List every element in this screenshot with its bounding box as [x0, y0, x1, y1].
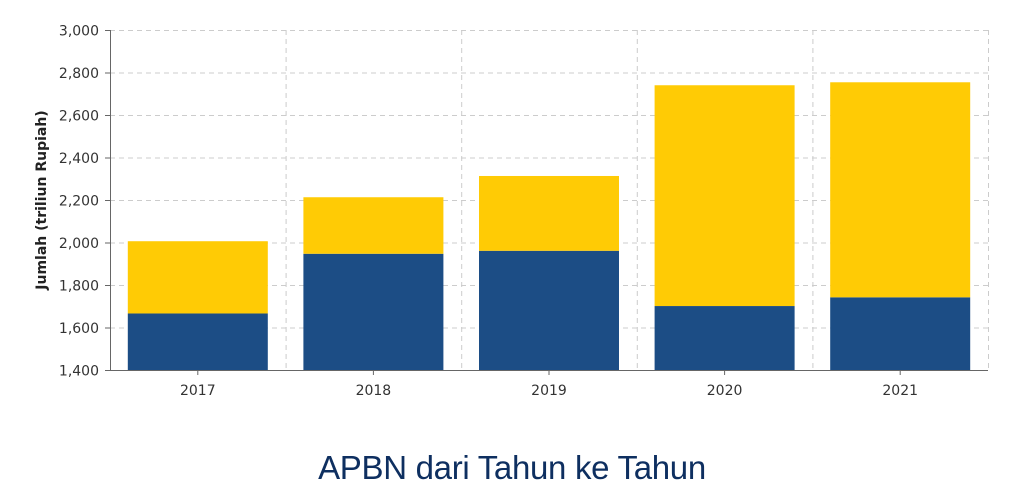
y-tick-label: 2,400: [59, 151, 99, 167]
bar-segment-2018-0: [303, 253, 444, 370]
bar-segment-2018-1: [303, 197, 444, 254]
bar-segment-2021-0: [830, 297, 971, 370]
x-tick-label: 2020: [707, 383, 743, 399]
y-tick-label: 1,400: [59, 364, 99, 380]
bar-segment-2019-0: [479, 250, 619, 370]
y-tick-label: 2,000: [59, 236, 99, 252]
bar-segment-2019-1: [479, 175, 619, 251]
y-tick-label: 2,600: [59, 109, 99, 125]
chart-title: APBN dari Tahun ke Tahun: [318, 449, 706, 486]
y-tick-label: 1,800: [59, 279, 99, 295]
x-axis-ticks: 2017 2018 2019 2020 2021: [180, 370, 918, 399]
x-tick-label: 2021: [882, 383, 918, 399]
y-tick-label: 2,800: [59, 66, 99, 82]
stacked-bar-chart: 1,400 1,600 1,800 2,000 2,200 2,400 2,600 2,800…: [59, 24, 989, 399]
y-axis-label: Jumlah (triliun Rupiah): [34, 110, 50, 290]
y-tick-label: 3,000: [59, 24, 99, 40]
y-axis-ticks: 1,400 1,600 1,800 2,000 2,200 2,400 2,600 2,800…: [59, 24, 110, 380]
bar-segment-2021-1: [830, 82, 971, 298]
x-tick-label: 2019: [531, 383, 567, 399]
bar-segment-2020-1: [654, 85, 795, 307]
bar-segment-2020-0: [654, 306, 795, 370]
bar-segment-2017-1: [127, 241, 268, 314]
bar-segment-2017-0: [127, 313, 268, 370]
y-tick-label: 2,200: [59, 194, 99, 210]
bars: [127, 82, 971, 370]
x-tick-label: 2018: [356, 383, 392, 399]
x-tick-label: 2017: [180, 383, 216, 399]
y-tick-label: 1,600: [59, 321, 99, 337]
